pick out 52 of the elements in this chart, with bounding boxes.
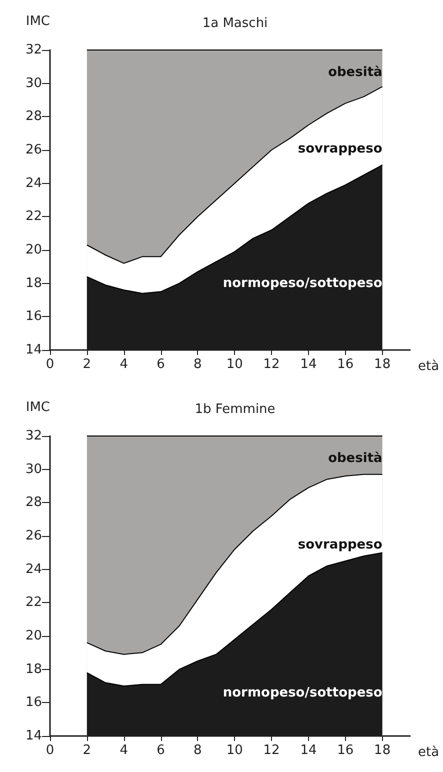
x-tick-label: 10: [226, 357, 243, 372]
x-axis-title: età: [418, 359, 440, 374]
x-tick-label: 12: [263, 743, 280, 758]
y-tick-label: 30: [25, 462, 42, 477]
y-tick-label: 18: [25, 276, 42, 291]
x-tick-label: 4: [120, 357, 128, 372]
x-tick-label: 18: [374, 743, 391, 758]
y-tick-label: 18: [25, 662, 42, 677]
y-tick-label: 28: [25, 495, 42, 510]
y-tick-label: 20: [25, 628, 42, 644]
x-tick-label: 10: [226, 743, 243, 758]
x-tick-label: 6: [156, 743, 165, 758]
y-tick-label: 16: [25, 695, 42, 710]
y-tick-label: 32: [25, 428, 42, 444]
x-tick-label: 2: [82, 357, 92, 372]
x-tick-label: 18: [374, 357, 391, 372]
x-tick-label: 6: [156, 357, 165, 372]
x-tick-label: 14: [300, 743, 317, 758]
y-tick-label: 28: [25, 109, 42, 124]
x-tick-label: 0: [46, 357, 54, 372]
y-tick-label: 24: [25, 562, 42, 577]
y-tick-label: 22: [25, 595, 42, 610]
series-label: sovrappeso: [298, 537, 382, 552]
x-tick-label: 14: [300, 357, 317, 372]
series-label: normopeso/sottopeso: [222, 276, 382, 291]
y-tick-label: 26: [25, 142, 42, 158]
x-tick-label: 16: [337, 357, 354, 372]
series-label: obesità: [328, 65, 382, 80]
y-tick-label: 26: [25, 528, 42, 544]
y-tick-label: 20: [25, 242, 42, 258]
y-tick-label: 22: [25, 209, 42, 224]
x-tick-label: 4: [120, 743, 128, 758]
x-axis-title: età: [418, 745, 440, 760]
series-label: normopeso/sottopeso: [222, 686, 382, 701]
x-tick-label: 8: [194, 743, 202, 758]
y-tick-label: 32: [25, 42, 42, 58]
series-label: obesità: [328, 451, 382, 466]
y-tick-label: 14: [25, 342, 42, 358]
chart-title: 1a Maschi: [202, 16, 268, 31]
x-tick-label: 16: [337, 743, 354, 758]
y-tick-label: 30: [25, 76, 42, 91]
y-axis-title: IMC: [26, 14, 50, 29]
chart-title: 1b Femmine: [194, 402, 276, 417]
x-tick-label: 12: [263, 357, 280, 372]
x-tick-label: 2: [82, 743, 92, 758]
y-tick-label: 14: [25, 728, 42, 744]
x-tick-label: 0: [46, 743, 54, 758]
y-tick-label: 16: [25, 309, 42, 324]
y-tick-label: 24: [25, 176, 42, 191]
y-axis-title: IMC: [26, 400, 50, 415]
series-label: sovrappeso: [298, 142, 382, 157]
x-tick-label: 8: [194, 357, 202, 372]
